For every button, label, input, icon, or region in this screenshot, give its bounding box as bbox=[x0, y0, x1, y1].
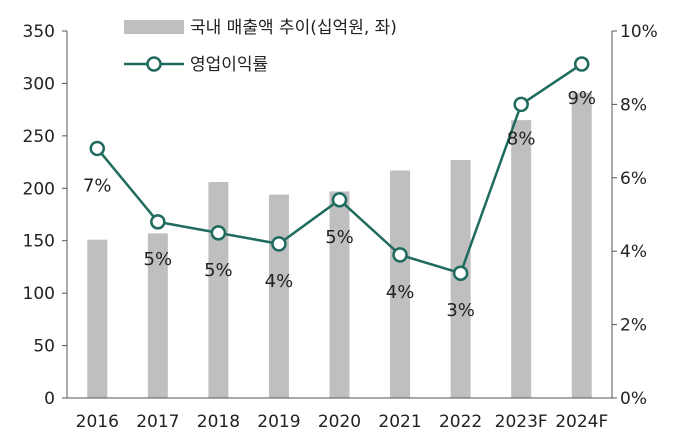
data-label-2024F: 9% bbox=[567, 88, 596, 109]
bar-2020 bbox=[329, 191, 350, 398]
right-tick-label: 0% bbox=[620, 389, 647, 409]
right-tick-label: 6% bbox=[620, 169, 647, 189]
bar-2017 bbox=[147, 233, 168, 398]
line-marker-2022 bbox=[452, 265, 469, 281]
left-tick-label: 200 bbox=[23, 179, 55, 199]
x-tick-label: 2022 bbox=[439, 412, 482, 432]
left-tick-label: 250 bbox=[23, 127, 55, 147]
left-tick-label: 0 bbox=[44, 389, 55, 409]
line-marker-2017 bbox=[150, 214, 166, 230]
data-label-2023F: 8% bbox=[507, 128, 536, 149]
line-marker-2023F bbox=[513, 96, 529, 113]
x-tick-label: 2016 bbox=[76, 412, 119, 432]
x-tick-label: 2023F bbox=[495, 412, 548, 432]
legend-bar-swatch bbox=[124, 20, 184, 34]
left-tick-label: 350 bbox=[23, 22, 55, 42]
line-marker-2020 bbox=[331, 192, 348, 208]
legend: 국내 매출액 추이(십억원, 좌) 영업이익률 bbox=[124, 18, 397, 75]
legend-marker bbox=[146, 56, 162, 72]
legend-bar-label: 국내 매출액 추이(십억원, 좌) bbox=[190, 18, 397, 38]
right-tick-label: 10% bbox=[620, 22, 658, 42]
data-label-2018: 5% bbox=[204, 260, 233, 281]
left-tick-label: 50 bbox=[33, 337, 55, 357]
bar-2021 bbox=[390, 170, 411, 398]
data-label-2019: 4% bbox=[265, 271, 294, 292]
left-tick-label: 150 bbox=[23, 232, 55, 252]
data-label-2017: 5% bbox=[144, 249, 173, 270]
bar-2019 bbox=[268, 194, 289, 398]
data-label-2016: 7% bbox=[83, 175, 112, 196]
bar-2016 bbox=[87, 239, 108, 398]
left-tick-label: 100 bbox=[23, 284, 55, 304]
line-marker-2021 bbox=[392, 247, 408, 263]
x-tick-label: 2021 bbox=[378, 412, 421, 432]
bar-2024F bbox=[571, 92, 592, 398]
bar-2023F bbox=[511, 120, 532, 398]
data-label-2022: 3% bbox=[446, 300, 475, 321]
right-tick-label: 8% bbox=[620, 95, 647, 115]
bar-2018 bbox=[208, 181, 229, 398]
x-tick-label: 2019 bbox=[257, 412, 300, 432]
data-label-2021: 4% bbox=[386, 282, 415, 303]
line-marker-2018 bbox=[210, 225, 227, 241]
plot-area: 0 50 100 150 200 250 300 350 0% 2% 4% 6% 8% 10% 2016 20… bbox=[23, 22, 658, 432]
x-tick-label: 2024F bbox=[555, 412, 608, 432]
x-tick-label: 2018 bbox=[197, 412, 240, 432]
data-label-2020: 5% bbox=[325, 227, 354, 248]
right-tick-label: 2% bbox=[620, 316, 647, 336]
legend-line-label: 영업이익률 bbox=[190, 55, 268, 75]
x-tick-label: 2017 bbox=[136, 412, 179, 432]
line-marker-2024F bbox=[573, 56, 590, 72]
left-tick-label: 300 bbox=[23, 74, 55, 94]
line-marker-2019 bbox=[271, 236, 287, 252]
x-tick-label: 2020 bbox=[318, 412, 361, 432]
line-marker-2016 bbox=[89, 140, 106, 157]
right-tick-label: 4% bbox=[620, 242, 647, 262]
